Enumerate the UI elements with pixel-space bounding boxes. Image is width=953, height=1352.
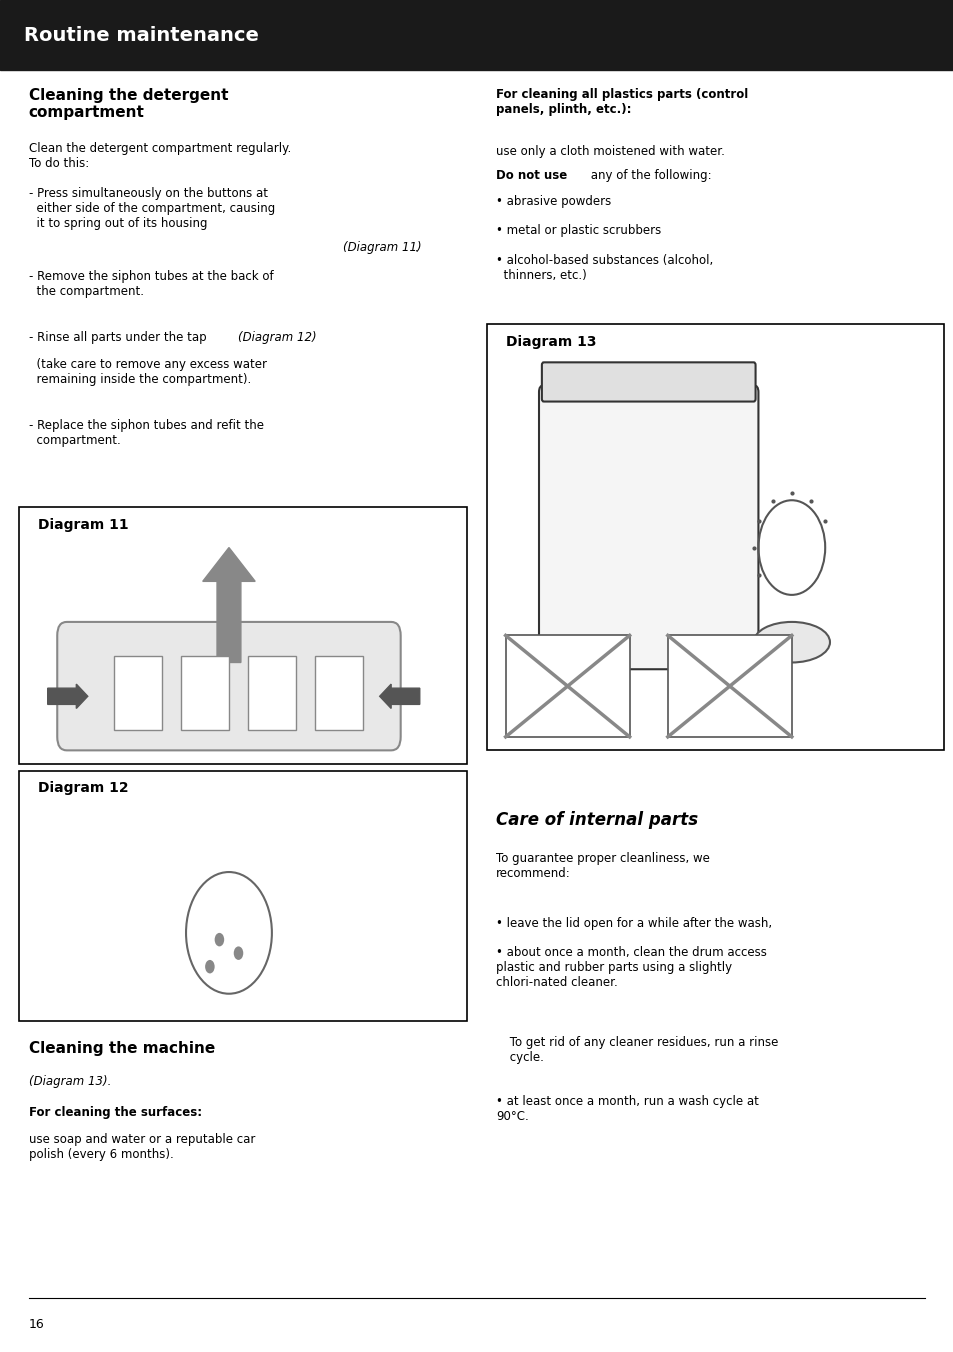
- Text: use soap and water or a reputable car
polish (every 6 months).: use soap and water or a reputable car po…: [29, 1133, 254, 1161]
- FancyArrow shape: [48, 684, 88, 708]
- Text: Diagram 12: Diagram 12: [38, 781, 129, 795]
- FancyBboxPatch shape: [538, 385, 758, 669]
- Text: Diagram 11: Diagram 11: [38, 518, 129, 531]
- Text: • about once a month, clean the drum access
plastic and rubber parts using a sli: • about once a month, clean the drum acc…: [496, 946, 766, 990]
- Text: • metal or plastic scrubbers: • metal or plastic scrubbers: [496, 224, 660, 238]
- Text: Cleaning the detergent
compartment: Cleaning the detergent compartment: [29, 88, 228, 120]
- Text: Do not use: Do not use: [496, 169, 567, 183]
- Text: To get rid of any cleaner residues, run a rinse
 cycle.: To get rid of any cleaner residues, run …: [505, 1036, 778, 1064]
- Bar: [0, 0, 953, 70]
- FancyBboxPatch shape: [541, 362, 755, 402]
- Text: Routine maintenance: Routine maintenance: [24, 26, 258, 45]
- FancyBboxPatch shape: [486, 324, 943, 750]
- Ellipse shape: [753, 622, 829, 662]
- FancyBboxPatch shape: [505, 635, 629, 737]
- Text: 16: 16: [29, 1318, 45, 1332]
- Text: (Diagram 11): (Diagram 11): [343, 241, 421, 254]
- Bar: [314, 656, 362, 730]
- FancyBboxPatch shape: [57, 622, 400, 750]
- Text: • alcohol-based substances (alcohol,
  thinners, etc.): • alcohol-based substances (alcohol, thi…: [496, 254, 713, 283]
- Text: use only a cloth moistened with water.: use only a cloth moistened with water.: [496, 145, 724, 158]
- Circle shape: [205, 960, 214, 973]
- Text: For cleaning all plastics parts (control
panels, plinth, etc.):: For cleaning all plastics parts (control…: [496, 88, 747, 116]
- Text: (Diagram 12): (Diagram 12): [238, 331, 316, 345]
- Text: - Replace the siphon tubes and refit the
  compartment.: - Replace the siphon tubes and refit the…: [29, 419, 263, 448]
- Text: any of the following:: any of the following:: [586, 169, 711, 183]
- Text: Cleaning the machine: Cleaning the machine: [29, 1041, 214, 1056]
- Text: - Press simultaneously on the buttons at
  either side of the compartment, causi: - Press simultaneously on the buttons at…: [29, 187, 274, 230]
- Text: For cleaning the surfaces:: For cleaning the surfaces:: [29, 1106, 201, 1119]
- Bar: [248, 656, 295, 730]
- FancyArrow shape: [379, 684, 419, 708]
- Text: • leave the lid open for a while after the wash,: • leave the lid open for a while after t…: [496, 917, 771, 930]
- FancyBboxPatch shape: [19, 507, 467, 764]
- Text: - Remove the siphon tubes at the back of
  the compartment.: - Remove the siphon tubes at the back of…: [29, 270, 273, 299]
- Text: • at least once a month, run a wash cycle at
90°C.: • at least once a month, run a wash cycl…: [496, 1095, 759, 1124]
- Text: (Diagram 13).: (Diagram 13).: [29, 1075, 111, 1088]
- Text: Care of internal parts: Care of internal parts: [496, 811, 698, 829]
- FancyBboxPatch shape: [19, 771, 467, 1021]
- FancyArrow shape: [202, 548, 255, 662]
- Bar: [181, 656, 229, 730]
- Text: Diagram 13: Diagram 13: [505, 335, 596, 349]
- Text: - Rinse all parts under the tap: - Rinse all parts under the tap: [29, 331, 210, 345]
- Circle shape: [214, 933, 224, 946]
- Text: Clean the detergent compartment regularly.
To do this:: Clean the detergent compartment regularl…: [29, 142, 291, 170]
- Text: (take care to remove any excess water
  remaining inside the compartment).: (take care to remove any excess water re…: [29, 358, 266, 387]
- Text: To guarantee proper cleanliness, we
recommend:: To guarantee proper cleanliness, we reco…: [496, 852, 709, 880]
- FancyBboxPatch shape: [667, 635, 791, 737]
- Circle shape: [233, 946, 243, 960]
- Bar: [114, 656, 162, 730]
- Text: .: .: [415, 241, 418, 254]
- Text: • abrasive powders: • abrasive powders: [496, 195, 611, 208]
